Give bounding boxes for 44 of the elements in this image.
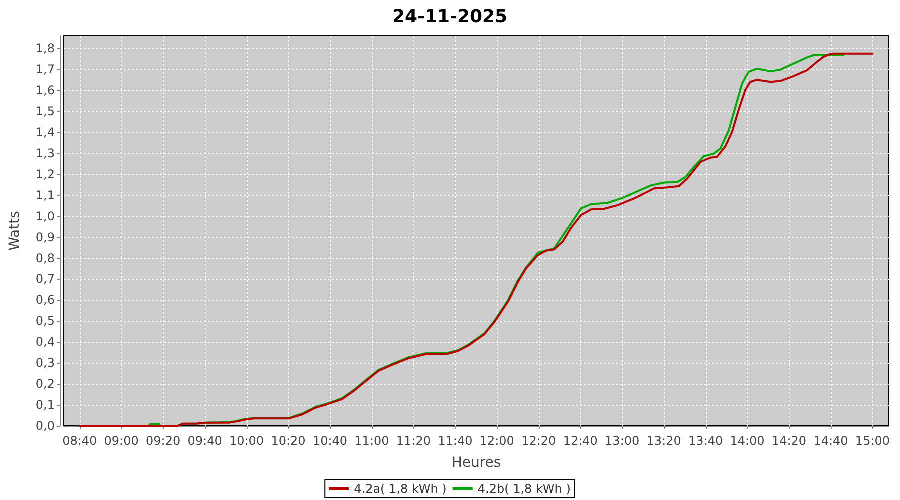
y-tick-label: 0,7 bbox=[36, 272, 55, 286]
y-tick-label: 0,0 bbox=[36, 419, 55, 433]
y-tick-label: 0,6 bbox=[36, 293, 55, 308]
x-tick-label: 14:40 bbox=[814, 434, 848, 448]
x-tick-label: 13:00 bbox=[605, 434, 640, 448]
x-tick-label: 12:40 bbox=[563, 434, 598, 448]
x-tick-label: 10:00 bbox=[229, 434, 264, 448]
x-tick-label: 10:20 bbox=[271, 434, 306, 448]
y-tick-label: 1,8 bbox=[36, 42, 55, 56]
y-tick-label: 0,8 bbox=[36, 251, 55, 266]
y-tick-label: 1,0 bbox=[36, 209, 55, 224]
y-tick-label: 1,1 bbox=[36, 188, 55, 202]
x-tick-label: 09:40 bbox=[188, 434, 222, 448]
x-axis-title: Heures bbox=[452, 455, 502, 471]
legend-label: 4.2b( 1,8 kWh ) bbox=[478, 482, 571, 496]
x-tick-label: 14:20 bbox=[772, 434, 807, 448]
y-tick-label: 0,5 bbox=[36, 314, 55, 328]
chart-title: 24-11-2025 bbox=[392, 6, 508, 28]
y-tick-label: 0,3 bbox=[36, 356, 55, 370]
x-tick-label: 11:40 bbox=[438, 434, 473, 448]
y-tick-label: 0,2 bbox=[36, 377, 55, 392]
x-tick-label: 09:00 bbox=[104, 434, 139, 448]
y-tick-label: 1,3 bbox=[36, 146, 55, 160]
x-tick-label: 14:00 bbox=[730, 434, 765, 448]
x-tick-label: 10:40 bbox=[312, 434, 348, 448]
y-tick-label: 0,1 bbox=[36, 398, 55, 412]
y-tick-label: 1,7 bbox=[36, 62, 55, 77]
x-tick-label: 12:00 bbox=[480, 434, 514, 448]
y-tick-label: 0,4 bbox=[36, 335, 55, 350]
y-tick-label: 1,5 bbox=[36, 104, 55, 118]
legend-label: 4.2a( 1,8 kWh ) bbox=[354, 482, 447, 496]
y-tick-label: 1,6 bbox=[36, 84, 55, 98]
y-tick-label: 1,2 bbox=[36, 167, 55, 182]
x-tick-label: 11:00 bbox=[354, 434, 390, 448]
x-tick-label: 13:40 bbox=[688, 434, 724, 448]
x-tick-label: 11:20 bbox=[396, 434, 431, 448]
x-tick-label: 15:00 bbox=[855, 434, 890, 448]
y-tick-label: 1,4 bbox=[36, 125, 55, 140]
x-tick-label: 09:20 bbox=[146, 434, 181, 448]
x-tick-label: 13:20 bbox=[646, 434, 682, 448]
x-tick-label: 08:40 bbox=[62, 434, 98, 448]
y-tick-label: 0,9 bbox=[36, 230, 55, 244]
x-tick-label: 12:20 bbox=[522, 434, 556, 448]
y-axis-title: Watts bbox=[7, 211, 23, 251]
